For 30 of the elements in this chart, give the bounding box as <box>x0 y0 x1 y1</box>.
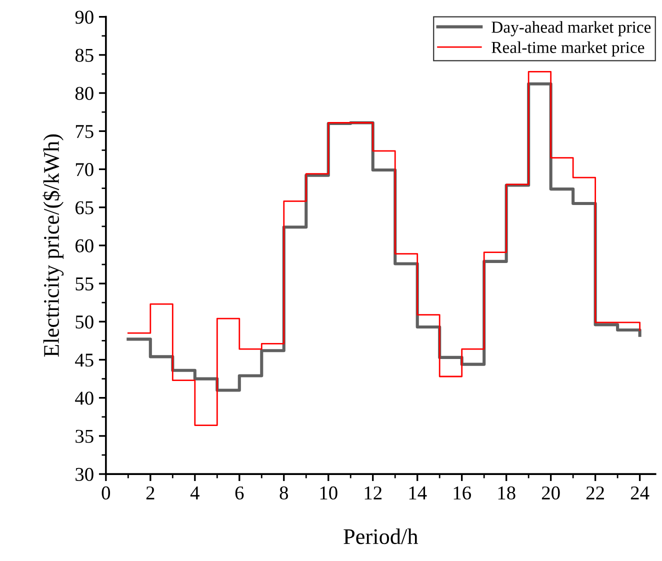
x-tick-label: 8 <box>280 486 288 500</box>
x-tick-label: 4 <box>190 486 200 500</box>
y-tick-label: 65 <box>76 201 94 214</box>
x-tick-label: 12 <box>364 486 382 500</box>
y-axis-title: Electricity price/($/kWh) <box>42 134 64 357</box>
x-axis-title: Period/h <box>344 528 418 544</box>
x-tick-label: 22 <box>586 486 604 500</box>
x-tick-label: 16 <box>454 486 471 500</box>
legend-label: Day-ahead market price <box>492 21 651 36</box>
y-tick-label: 30 <box>76 468 94 481</box>
x-tick-label: 10 <box>320 486 338 500</box>
y-tick-label: 35 <box>76 430 94 443</box>
x-tick-label: 6 <box>235 486 244 500</box>
y-tick-label: 80 <box>75 86 94 100</box>
y-tick-label: 50 <box>76 315 94 329</box>
x-tick-label: 24 <box>630 486 650 500</box>
y-tick-label: 45 <box>75 354 94 367</box>
y-tick-label: 90 <box>75 10 94 24</box>
x-tick-label: 14 <box>409 486 427 500</box>
y-tick-label: 70 <box>76 163 94 176</box>
x-tick-label: 18 <box>498 486 516 500</box>
y-tick-label: 40 <box>75 392 94 405</box>
legend-label: Real-time market price <box>492 41 644 56</box>
x-tick-label: 2 <box>146 486 154 500</box>
y-tick-label: 85 <box>75 48 94 62</box>
y-tick-label: 55 <box>76 278 94 290</box>
y-tick-label: 60 <box>76 239 94 252</box>
x-tick-label: 20 <box>542 486 560 500</box>
x-tick-label: 0 <box>102 486 110 500</box>
y-tick-label: 75 <box>76 125 94 138</box>
